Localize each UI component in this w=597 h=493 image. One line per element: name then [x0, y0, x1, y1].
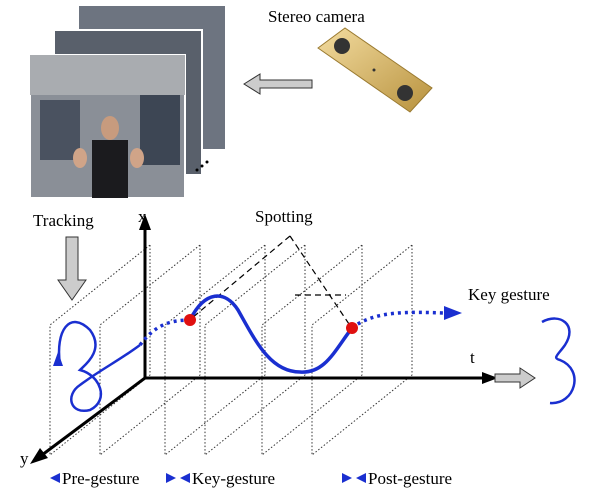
phase-label: Post-gesture	[368, 469, 452, 488]
t-axis-label: t	[470, 348, 475, 367]
time-planes	[50, 245, 412, 455]
diagram: Stereo camera Tracking x t y Spotting	[0, 0, 597, 493]
key-gesture-label: Key gesture	[468, 285, 550, 304]
spotting-label: Spotting	[255, 207, 313, 226]
phase-label: Key-gesture	[192, 469, 275, 488]
tracking-label: Tracking	[33, 211, 94, 230]
gesture-end	[346, 322, 358, 334]
axes	[30, 214, 498, 464]
x-axis-label: x	[138, 207, 147, 226]
phase-label: Pre-gesture	[62, 469, 139, 488]
output-arrow	[495, 368, 535, 388]
y-axis-label: y	[20, 449, 29, 468]
tracking-arrow	[58, 237, 86, 300]
spotting-lines	[192, 236, 349, 324]
capture-arrow	[244, 74, 312, 94]
camera-label: Stereo camera	[268, 7, 365, 26]
gesture-start	[184, 314, 196, 326]
stereo-camera	[318, 28, 432, 112]
key-gesture-shape	[542, 319, 574, 404]
video-frames	[30, 5, 226, 198]
